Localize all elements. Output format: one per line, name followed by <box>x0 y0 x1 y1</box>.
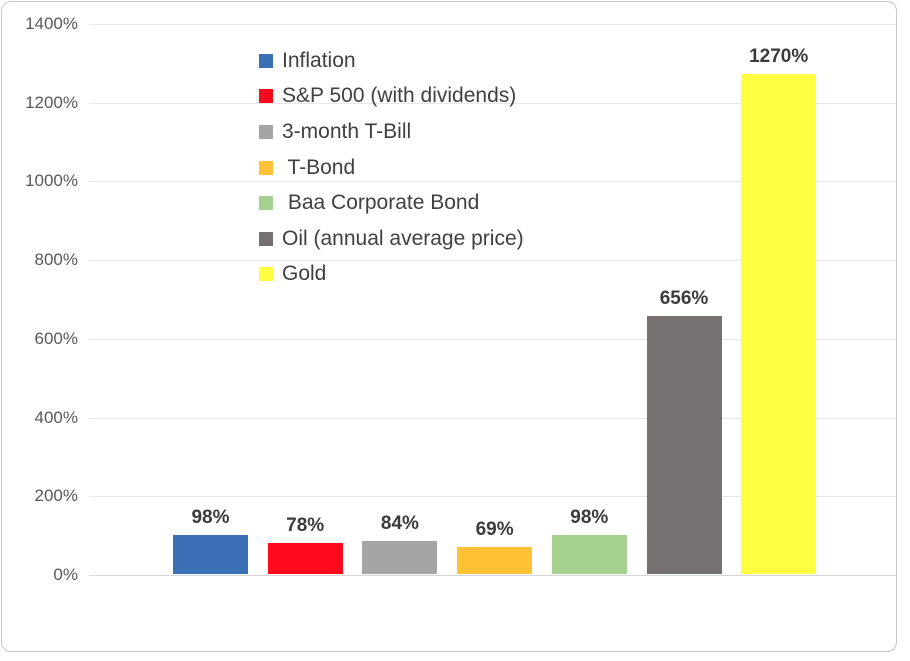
chart-frame: 0% 200% 400% 600% 800% 1000% 1200% 1400% 98% 78%… <box>1 1 897 652</box>
gridline-800 <box>89 260 896 262</box>
bar-data-label: 98% <box>570 507 609 529</box>
bar-data-label: 98% <box>191 507 230 529</box>
bar-data-label: 84% <box>380 512 419 534</box>
legend-item-2: S&P 500 (with dividends) <box>259 79 524 115</box>
bar-data-label: 69% <box>475 518 514 540</box>
legend-swatch-icon <box>259 53 273 68</box>
y-tick-label: 1000% <box>25 171 78 191</box>
bar-2 <box>267 543 343 574</box>
y-tick-label: 1200% <box>25 92 78 112</box>
bar-data-label: 656% <box>659 287 709 309</box>
legend-item-label: Inflation <box>282 48 356 72</box>
gridline-400 <box>89 417 896 419</box>
legend-swatch-icon <box>259 196 273 211</box>
bar-1 <box>173 535 248 574</box>
legend-item-1: Inflation <box>259 43 524 79</box>
legend-swatch-icon <box>259 124 273 139</box>
legend-swatch-icon <box>259 160 273 175</box>
legend-item-7: Gold <box>259 257 524 293</box>
legend-item-label: S&P 500 (with dividends) <box>282 84 517 108</box>
bar-7 <box>741 74 817 574</box>
legend-item-label: 3-month T-Bill <box>282 119 412 143</box>
gridline-1200 <box>89 102 896 104</box>
bar-6 <box>646 315 722 574</box>
bar-5 <box>551 535 627 574</box>
y-tick-label: 1400% <box>25 14 78 33</box>
y-tick-label: 0% <box>53 565 78 584</box>
gridline-0 <box>89 575 896 576</box>
legend-swatch-icon <box>259 231 273 246</box>
legend-item-label: Gold <box>282 262 327 286</box>
bar-data-label: 78% <box>286 515 325 537</box>
gridline-1000 <box>89 181 896 183</box>
legend-item-4: T-Bond <box>259 150 524 186</box>
legend-item-3: 3-month T-Bill <box>259 114 524 150</box>
bar-data-label: 1270% <box>749 46 809 68</box>
y-axis: 0% 200% 400% 600% 800% 1000% 1200% 1400% <box>2 2 78 651</box>
gridline-1400 <box>89 24 896 25</box>
legend-item-5: Baa Corporate Bond <box>259 185 524 221</box>
y-tick-label: 600% <box>34 328 78 348</box>
legend-item-label: Oil (annual average price) <box>282 226 524 250</box>
gridline-200 <box>89 496 896 498</box>
plot-area: 98% 78% 84% 69% 98% 656% 1270% <box>89 24 896 576</box>
legend-swatch-icon <box>259 267 273 282</box>
legend-swatch-icon <box>259 89 273 104</box>
y-tick-label: 200% <box>34 486 78 506</box>
bar-3 <box>362 540 438 574</box>
y-tick-label: 800% <box>34 250 78 270</box>
gridline-600 <box>89 338 896 340</box>
bar-4 <box>457 546 533 574</box>
legend-item-label: T-Bond <box>282 155 356 179</box>
y-tick-label: 400% <box>34 407 78 427</box>
legend-item-label: Baa Corporate Bond <box>282 191 480 215</box>
legend-item-6: Oil (annual average price) <box>259 221 524 257</box>
legend: Inflation S&P 500 (with dividends) 3-month… <box>259 43 524 292</box>
